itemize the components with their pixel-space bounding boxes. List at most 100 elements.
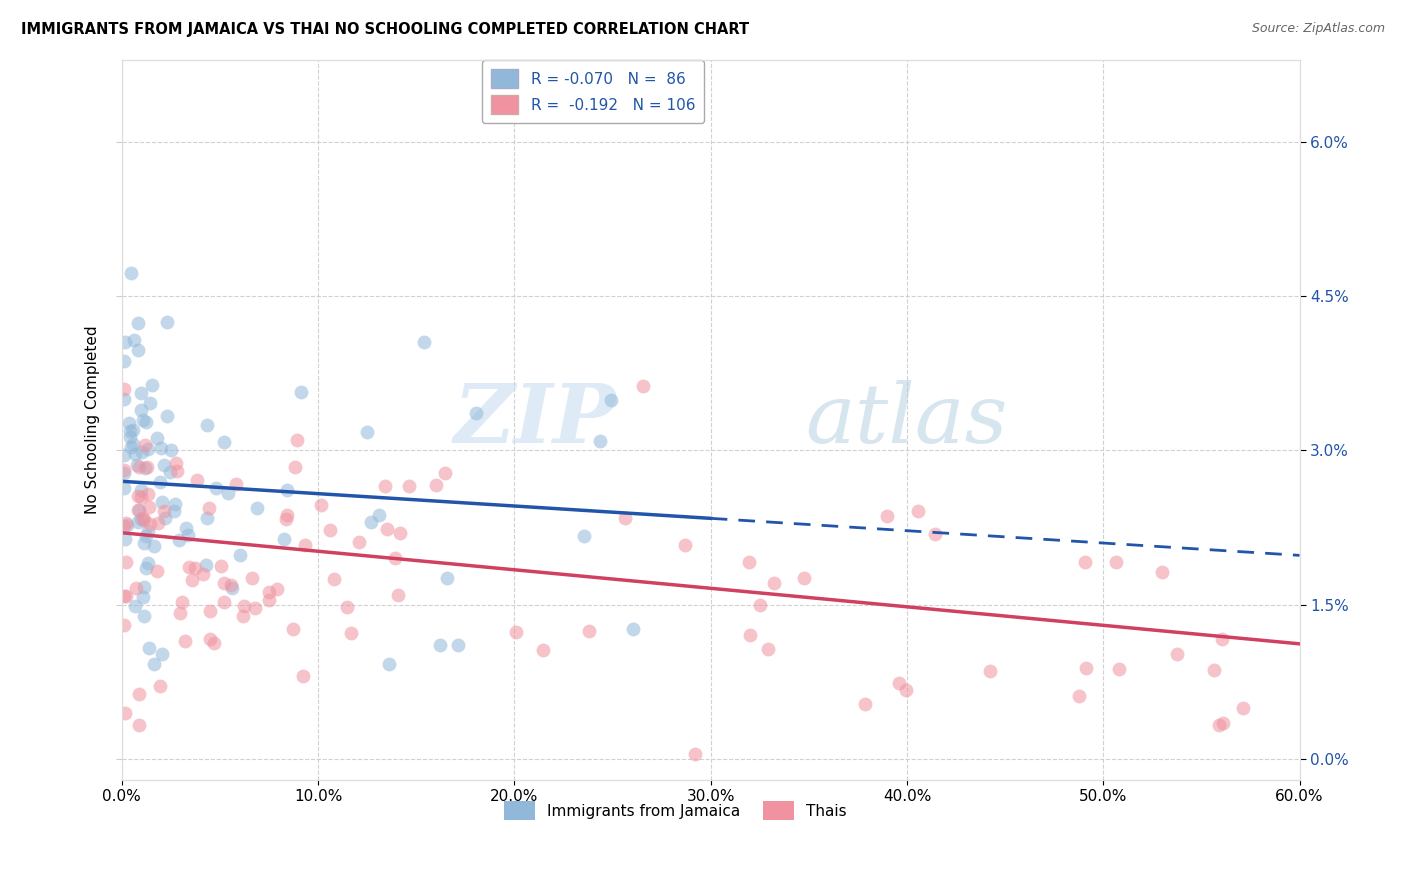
Point: [135, 528, 157, 542]
Point: [360, 516, 382, 530]
Point: [131, 403, 153, 417]
Point: [200, 604, 222, 618]
Point: [368, 508, 391, 523]
Text: IMMIGRANTS FROM JAMAICA VS THAI NO SCHOOLING COMPLETED CORRELATION CHART: IMMIGRANTS FROM JAMAICA VS THAI NO SCHOO…: [21, 22, 749, 37]
Point: [599, 393, 621, 408]
Point: [132, 413, 155, 427]
Point: [134, 580, 156, 594]
Point: [225, 477, 247, 491]
Point: [156, 315, 179, 329]
Point: [112, 618, 135, 632]
Point: [134, 438, 156, 452]
Point: [259, 584, 281, 599]
Point: [894, 683, 917, 698]
Point: [240, 571, 263, 585]
Point: [340, 626, 363, 640]
Point: [572, 529, 595, 543]
Point: [202, 636, 225, 650]
Point: [291, 669, 314, 683]
Point: [155, 510, 177, 524]
Point: [447, 638, 470, 652]
Point: [129, 483, 152, 497]
Point: [1208, 717, 1230, 731]
Point: [748, 599, 770, 613]
Point: [683, 747, 706, 761]
Point: [124, 447, 146, 461]
Point: [128, 503, 150, 517]
Point: [425, 478, 447, 492]
Point: [146, 565, 169, 579]
Point: [177, 527, 200, 541]
Point: [578, 624, 600, 639]
Point: [1202, 663, 1225, 677]
Point: [136, 459, 159, 474]
Point: [212, 595, 235, 609]
Point: [115, 518, 138, 533]
Point: [1074, 661, 1097, 675]
Point: [172, 595, 194, 609]
Text: ZIP: ZIP: [454, 380, 616, 459]
Point: [114, 555, 136, 569]
Point: [136, 442, 159, 457]
Point: [124, 599, 146, 613]
Point: [924, 526, 946, 541]
Point: [195, 511, 218, 525]
Point: [114, 532, 136, 546]
Point: [322, 572, 344, 586]
Point: [198, 501, 221, 516]
Point: [112, 463, 135, 477]
Point: [907, 504, 929, 518]
Point: [285, 433, 308, 447]
Point: [122, 334, 145, 348]
Point: [112, 448, 135, 462]
Point: [120, 266, 142, 280]
Point: [118, 416, 141, 430]
Text: atlas: atlas: [804, 380, 1007, 459]
Point: [141, 378, 163, 392]
Point: [793, 571, 815, 585]
Point: [114, 706, 136, 720]
Point: [377, 522, 399, 536]
Point: [118, 430, 141, 444]
Point: [319, 523, 342, 537]
Point: [165, 497, 187, 511]
Point: [138, 500, 160, 514]
Point: [384, 551, 406, 566]
Point: [429, 639, 451, 653]
Point: [505, 625, 527, 640]
Point: [120, 441, 142, 455]
Point: [356, 425, 378, 440]
Point: [229, 548, 252, 562]
Point: [205, 482, 228, 496]
Point: [153, 458, 176, 472]
Point: [762, 576, 785, 591]
Point: [434, 466, 457, 480]
Point: [125, 581, 148, 595]
Point: [377, 657, 399, 672]
Point: [112, 519, 135, 533]
Point: [212, 576, 235, 591]
Point: [162, 504, 184, 518]
Point: [387, 588, 409, 602]
Point: [214, 434, 236, 449]
Point: [232, 599, 254, 613]
Point: [128, 688, 150, 702]
Point: [173, 634, 195, 648]
Point: [152, 503, 174, 517]
Point: [209, 559, 232, 574]
Point: [1069, 689, 1091, 703]
Point: [412, 334, 434, 349]
Point: [191, 567, 214, 582]
Point: [738, 555, 761, 569]
Point: [232, 608, 254, 623]
Point: [135, 415, 157, 429]
Point: [876, 509, 898, 524]
Point: [166, 464, 188, 478]
Point: [112, 590, 135, 604]
Point: [436, 571, 458, 585]
Point: [132, 590, 155, 604]
Point: [134, 513, 156, 527]
Point: [112, 467, 135, 481]
Point: [276, 508, 298, 522]
Point: [132, 535, 155, 549]
